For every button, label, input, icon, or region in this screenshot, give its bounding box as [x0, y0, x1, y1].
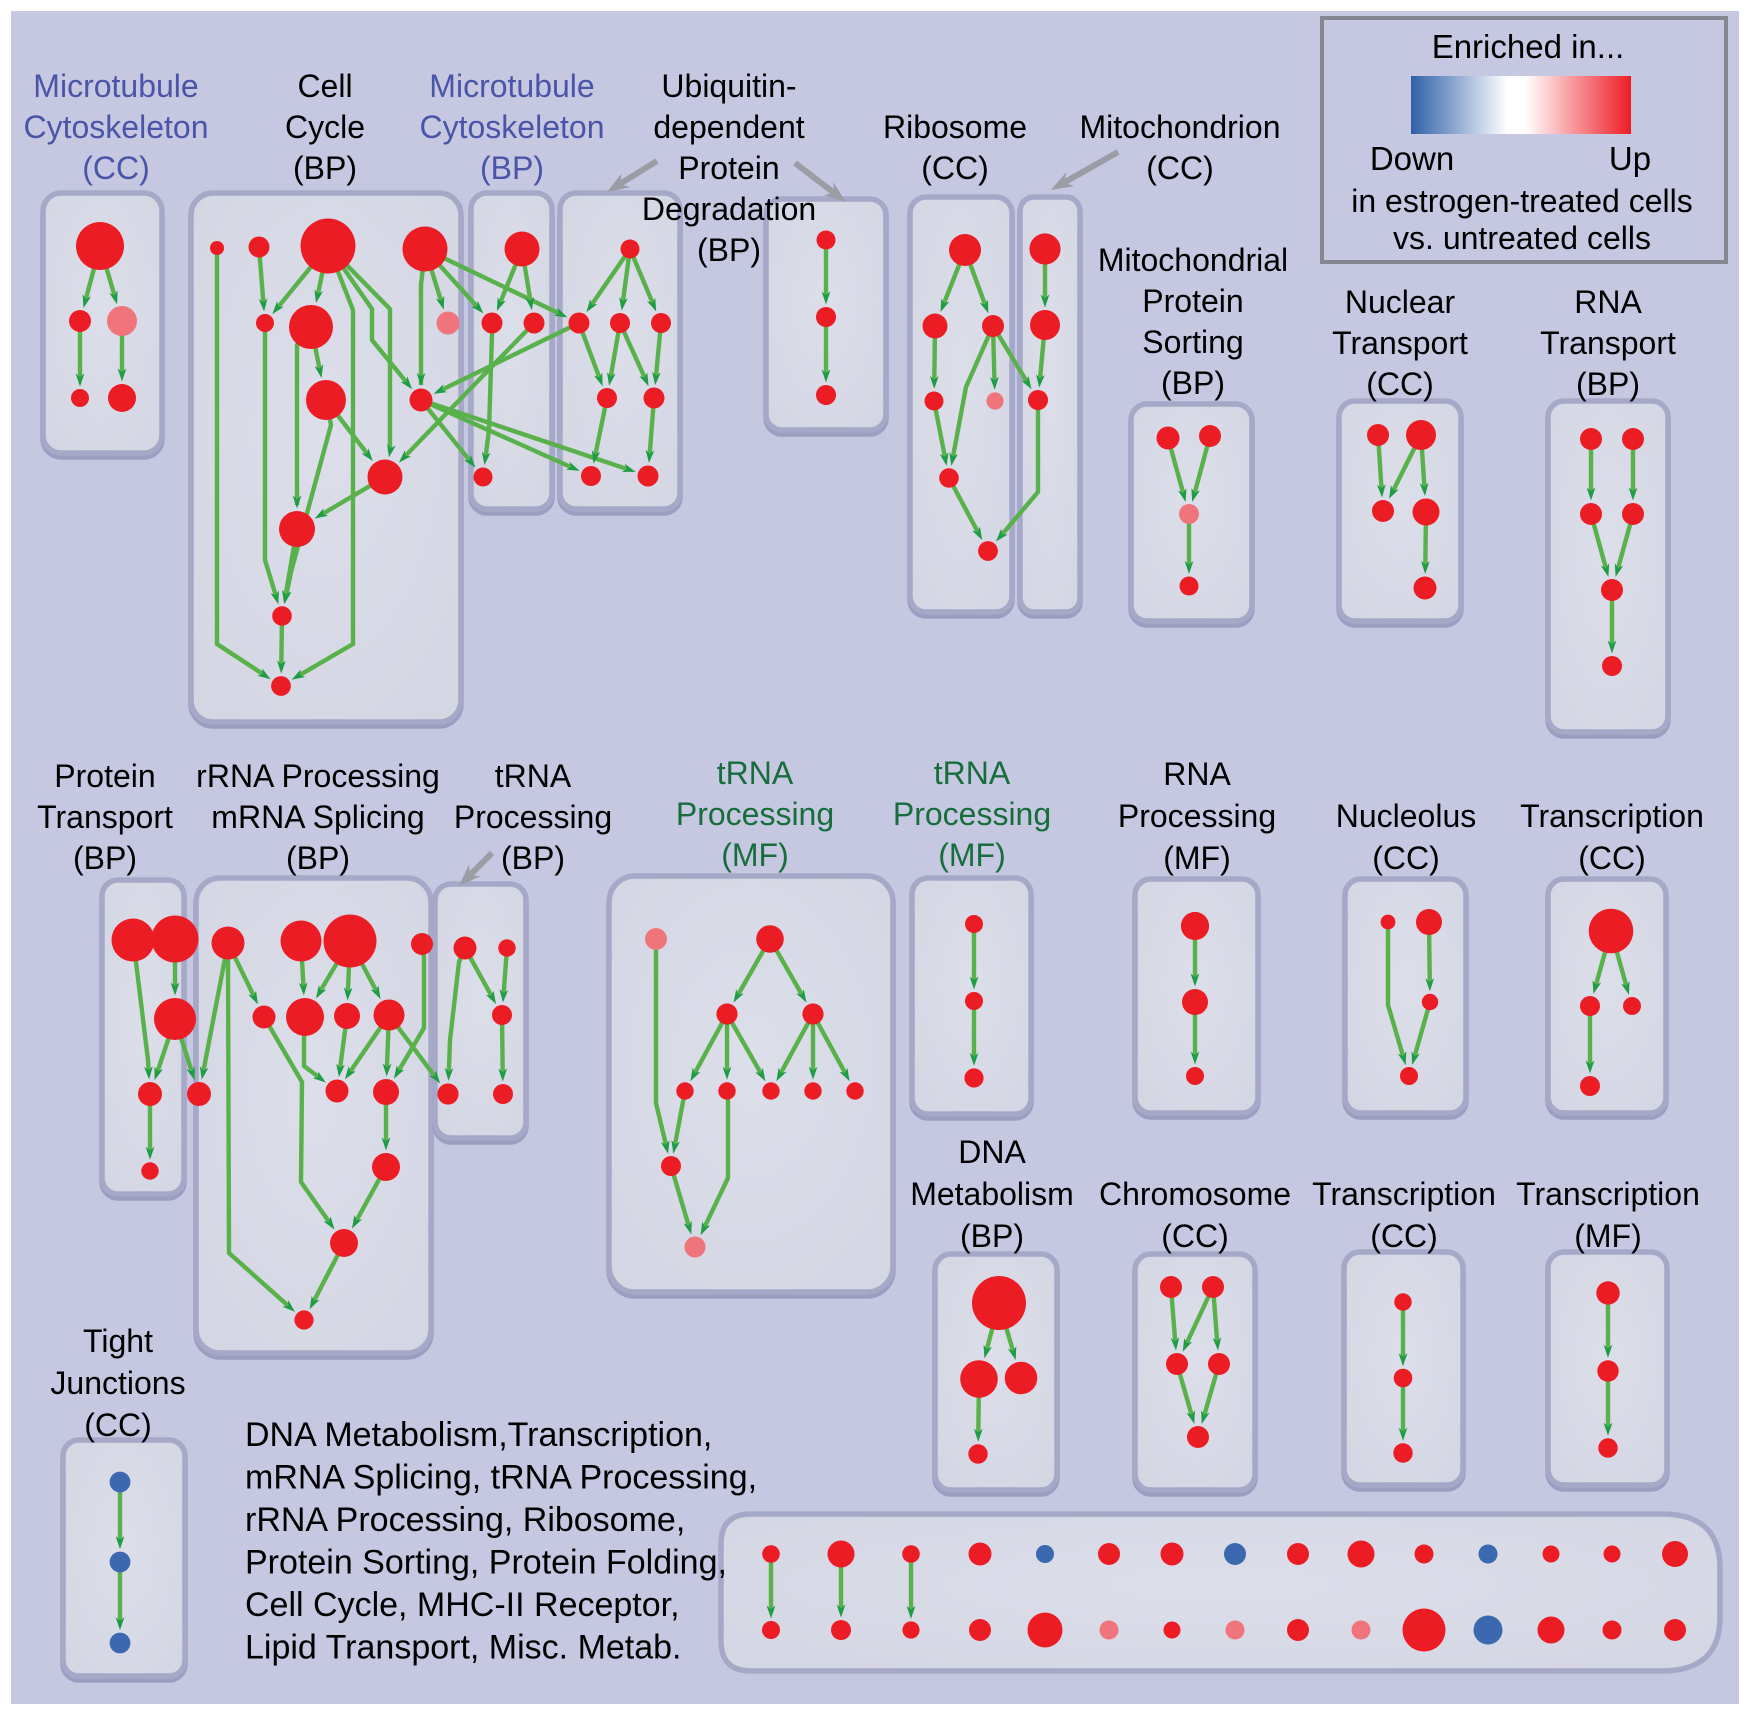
- svg-text:Transcription: Transcription: [1520, 798, 1704, 834]
- svg-text:Down: Down: [1370, 140, 1454, 177]
- svg-text:Metabolism: Metabolism: [910, 1176, 1074, 1212]
- svg-text:(CC): (CC): [1578, 840, 1646, 876]
- svg-text:Microtubule: Microtubule: [33, 68, 198, 104]
- svg-text:(BP): (BP): [960, 1218, 1024, 1254]
- svg-text:tRNA: tRNA: [495, 758, 572, 794]
- svg-text:Transcription: Transcription: [1312, 1176, 1496, 1212]
- svg-text:Processing: Processing: [893, 796, 1051, 832]
- svg-text:(CC): (CC): [84, 1407, 152, 1443]
- svg-text:Microtubule: Microtubule: [429, 68, 594, 104]
- svg-text:Transport: Transport: [37, 799, 173, 835]
- svg-text:Nuclear: Nuclear: [1345, 284, 1456, 320]
- svg-text:Chromosome: Chromosome: [1099, 1176, 1291, 1212]
- svg-text:Protein: Protein: [1142, 283, 1243, 319]
- svg-text:Degradation: Degradation: [642, 191, 816, 227]
- svg-text:(CC): (CC): [1370, 1218, 1438, 1254]
- svg-text:Transport: Transport: [1540, 325, 1676, 361]
- svg-text:(BP): (BP): [501, 840, 565, 876]
- svg-text:Cell: Cell: [297, 68, 352, 104]
- svg-text:(CC): (CC): [1372, 840, 1440, 876]
- svg-text:RNA: RNA: [1163, 756, 1231, 792]
- svg-text:rRNA Processing, Ribosome,: rRNA Processing, Ribosome,: [245, 1501, 685, 1539]
- svg-text:mRNA Splicing: mRNA Splicing: [211, 799, 424, 835]
- svg-text:Transport: Transport: [1332, 325, 1468, 361]
- svg-text:(MF): (MF): [938, 837, 1006, 873]
- svg-text:Processing: Processing: [1118, 798, 1276, 834]
- svg-text:(MF): (MF): [1574, 1218, 1642, 1254]
- svg-text:Junctions: Junctions: [50, 1365, 185, 1401]
- svg-text:Cycle: Cycle: [285, 109, 365, 145]
- svg-text:Enriched in...: Enriched in...: [1432, 28, 1625, 65]
- svg-text:(BP): (BP): [286, 840, 350, 876]
- svg-text:Processing: Processing: [676, 796, 834, 832]
- svg-text:(BP): (BP): [293, 150, 357, 186]
- svg-text:Sorting: Sorting: [1142, 324, 1243, 360]
- svg-text:Cell Cycle, MHC-II Receptor,: Cell Cycle, MHC-II Receptor,: [245, 1586, 680, 1624]
- svg-text:RNA: RNA: [1574, 284, 1642, 320]
- svg-text:(BP): (BP): [1161, 365, 1225, 401]
- svg-text:Cytoskeleton: Cytoskeleton: [24, 109, 209, 145]
- svg-text:(BP): (BP): [480, 150, 544, 186]
- svg-text:Transcription: Transcription: [1516, 1176, 1700, 1212]
- svg-text:Cytoskeleton: Cytoskeleton: [420, 109, 605, 145]
- svg-text:(BP): (BP): [1576, 366, 1640, 402]
- svg-text:Processing: Processing: [454, 799, 612, 835]
- svg-text:Mitochondrial: Mitochondrial: [1098, 242, 1288, 278]
- svg-text:DNA: DNA: [958, 1134, 1026, 1170]
- svg-text:(CC): (CC): [1161, 1218, 1229, 1254]
- svg-text:(MF): (MF): [1163, 840, 1231, 876]
- svg-text:(CC): (CC): [82, 150, 150, 186]
- svg-text:Up: Up: [1609, 140, 1651, 177]
- svg-text:(MF): (MF): [721, 837, 789, 873]
- svg-text:Ubiquitin-: Ubiquitin-: [661, 68, 796, 104]
- svg-text:Protein: Protein: [54, 758, 155, 794]
- svg-text:Protein: Protein: [678, 150, 779, 186]
- svg-text:(BP): (BP): [73, 840, 137, 876]
- svg-text:in estrogen-treated cells: in estrogen-treated cells: [1351, 183, 1693, 219]
- svg-text:DNA Metabolism,Transcription,: DNA Metabolism,Transcription,: [245, 1416, 712, 1454]
- svg-text:Protein Sorting, Protein Foldi: Protein Sorting, Protein Folding,: [245, 1544, 727, 1582]
- svg-text:Nucleolus: Nucleolus: [1336, 798, 1477, 834]
- svg-text:vs. untreated cells: vs. untreated cells: [1393, 220, 1651, 256]
- svg-text:dependent: dependent: [653, 109, 804, 145]
- svg-text:mRNA Splicing, tRNA Processing: mRNA Splicing, tRNA Processing,: [245, 1459, 757, 1497]
- svg-text:tRNA: tRNA: [717, 755, 794, 791]
- svg-text:Mitochondrion: Mitochondrion: [1080, 109, 1281, 145]
- svg-text:Ribosome: Ribosome: [883, 109, 1027, 145]
- svg-text:(CC): (CC): [921, 150, 989, 186]
- svg-text:tRNA: tRNA: [934, 755, 1011, 791]
- svg-text:(BP): (BP): [697, 232, 761, 268]
- svg-text:(CC): (CC): [1366, 366, 1434, 402]
- svg-text:Tight: Tight: [83, 1323, 153, 1359]
- svg-text:rRNA Processing: rRNA Processing: [196, 758, 440, 794]
- svg-text:Lipid Transport, Misc. Metab.: Lipid Transport, Misc. Metab.: [245, 1629, 682, 1667]
- svg-text:(CC): (CC): [1146, 150, 1214, 186]
